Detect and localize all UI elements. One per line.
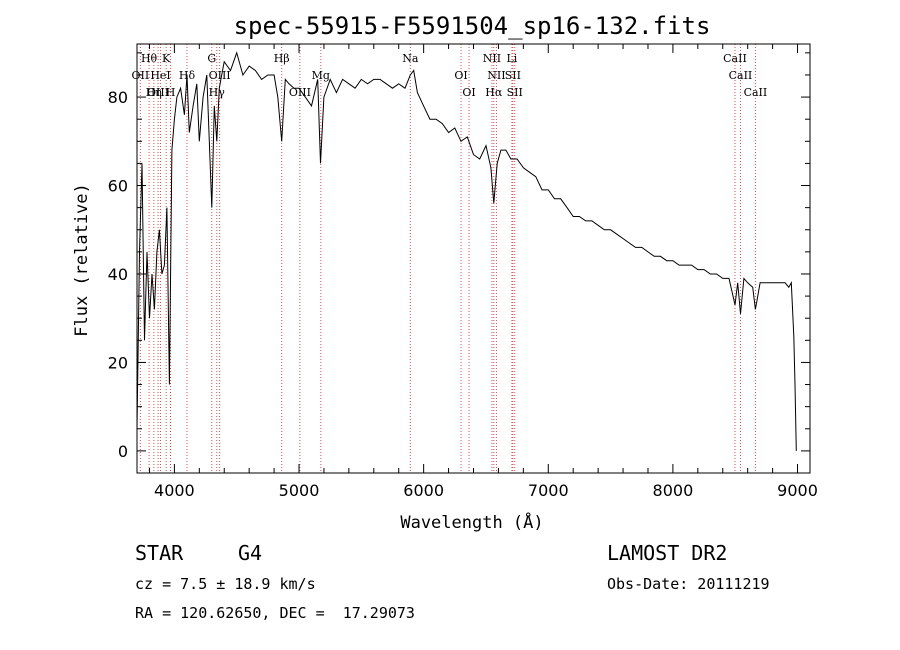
spectral-line-label: Na <box>402 52 419 65</box>
spectral-line-label: OIII <box>147 86 169 99</box>
x-tick-label: 6000 <box>403 481 444 500</box>
object-class: STAR <box>135 541 184 565</box>
spectral-line-label: OIII <box>209 69 231 82</box>
spectral-line-markers <box>139 44 756 473</box>
x-tick-label: 7000 <box>528 481 569 500</box>
spectral-line-label: G <box>207 52 216 65</box>
flux-series-line <box>136 51 797 451</box>
spectral-line-label: CaII <box>723 52 747 65</box>
spectral-line-label: Li <box>506 52 517 65</box>
spectral-line-label: OI <box>462 86 475 99</box>
y-tick-label: 20 <box>108 353 128 372</box>
plot-frame <box>136 43 811 474</box>
spectral-line-label: Mg <box>312 69 330 82</box>
spectral-line-label: OI <box>454 69 467 82</box>
coordinates-text: RA = 120.62650, DEC = 17.29073 <box>135 604 415 622</box>
redshift-text: cz = 7.5 ± 18.9 km/s <box>135 575 316 593</box>
spectral-line-label: SII <box>505 69 521 82</box>
y-tick-label: 60 <box>108 177 128 196</box>
survey-name: LAMOST DR2 <box>607 541 728 565</box>
spectral-line-label: CaII <box>729 69 753 82</box>
spectral-line-label: OIII <box>289 86 311 99</box>
spectral-line-label: Hα <box>485 86 503 99</box>
y-axis-label: Flux (relative) <box>72 183 92 337</box>
y-tick-label: 80 <box>108 88 128 107</box>
spectral-line-label: Hβ <box>274 52 290 65</box>
obs-date-text: Obs-Date: 20111219 <box>607 575 770 593</box>
x-axis-ticks: 4000 5000 6000 7000 8000 9000 <box>148 44 818 500</box>
spectral-line-label: Hη <box>146 86 162 99</box>
chart-title: spec-55915-F5591504_sp16-132.fits <box>234 12 711 40</box>
spectral-line-label: K <box>162 52 171 65</box>
spectral-line-label: H <box>166 86 176 99</box>
spectral-line-label: NII <box>487 69 505 82</box>
x-tick-label: 4000 <box>154 481 195 500</box>
x-tick-label: 5000 <box>279 481 320 500</box>
spectral-line-label: SII <box>507 86 523 99</box>
x-tick-label: 8000 <box>653 481 694 500</box>
spectral-line-label: Hγ <box>209 86 226 99</box>
spectral-line-label: NII <box>483 52 501 65</box>
x-axis-label: Wavelength (Å) <box>400 511 543 533</box>
y-axis-ticks: 0 20 40 60 80 <box>108 52 810 461</box>
spectral-line-label: Hθ <box>141 52 158 65</box>
y-tick-label: 0 <box>118 442 128 461</box>
spectral-line-label: HeI <box>150 69 170 82</box>
y-tick-label: 40 <box>108 265 128 284</box>
x-tick-label: 9000 <box>777 481 818 500</box>
object-subclass: G4 <box>238 541 263 565</box>
spectral-line-label: OII <box>132 69 150 82</box>
spectral-line-label: CaII <box>744 86 768 99</box>
